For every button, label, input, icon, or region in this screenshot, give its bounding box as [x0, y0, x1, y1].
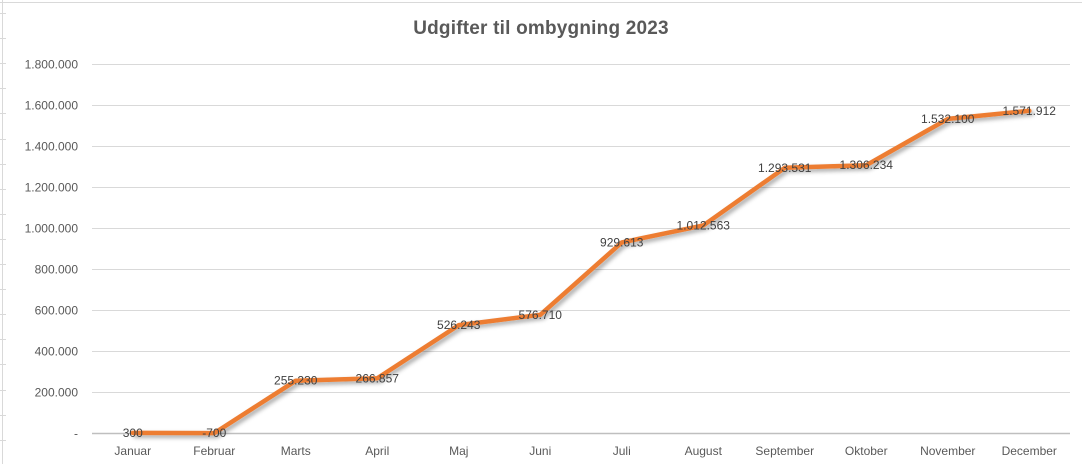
y-axis-label: 800.000: [35, 263, 79, 277]
chart-title: Udgifter til ombygning 2023: [413, 18, 669, 39]
worksheet-row-gridline: [0, 239, 6, 240]
worksheet-row-gridline: [0, 364, 6, 365]
data-label: 526.243: [437, 318, 481, 332]
x-axis-label: Maj: [449, 444, 468, 458]
series-line-group: [130, 108, 1032, 436]
x-axis-label: Marts: [281, 444, 311, 458]
data-label: 1.293.531: [758, 161, 812, 175]
x-axis-label: November: [920, 444, 975, 458]
worksheet-row-gridline: [0, 189, 6, 190]
x-axis-labels-group: Januar Februar Marts April Maj Juni Juli August…: [114, 444, 1057, 458]
y-axis-label: 200.000: [35, 386, 79, 400]
data-label: 1.532.100: [921, 112, 975, 126]
y-axis-label: 1.000.000: [25, 222, 79, 236]
worksheet-row-gridline: [0, 13, 6, 14]
data-label: 300: [123, 426, 143, 440]
x-axis-label: April: [365, 444, 389, 458]
x-axis-label: August: [685, 444, 723, 458]
worksheet-row-gridline: [0, 264, 6, 265]
worksheet-row-gridline: [0, 339, 6, 340]
x-axis-label: September: [755, 444, 814, 458]
worksheet-row-gridline: [0, 113, 6, 114]
x-axis-label: Juli: [613, 444, 631, 458]
worksheet-gridline-left: [2, 0, 3, 464]
y-axis-label: 1.800.000: [25, 58, 79, 72]
y-axis-label: -: [74, 427, 78, 441]
worksheet-row-gridline: [0, 164, 6, 165]
worksheet-row-gridline: [0, 415, 6, 416]
data-label: 929.613: [600, 235, 644, 249]
y-axis-label: 600.000: [35, 304, 79, 318]
data-label: 255.230: [274, 374, 318, 388]
y-axis-label: 400.000: [35, 345, 79, 359]
data-label: 1.306.234: [840, 158, 894, 172]
worksheet-row-gridline: [0, 139, 6, 140]
y-axis-label: 1.200.000: [25, 181, 79, 195]
x-axis-label: Februar: [193, 444, 235, 458]
x-axis-label: Oktober: [845, 444, 888, 458]
worksheet-row-gridline: [0, 314, 6, 315]
gridlines-group: [92, 64, 1070, 435]
data-label: 266.857: [356, 371, 400, 385]
y-axis-label: 1.600.000: [25, 99, 79, 113]
data-label: -700: [202, 426, 226, 440]
worksheet-row-gridline: [0, 440, 6, 441]
x-axis-label: Januar: [114, 444, 151, 458]
worksheet-row-gridline: [0, 38, 6, 39]
data-label: 576.710: [519, 308, 563, 322]
x-axis-label: Juni: [529, 444, 551, 458]
y-axis-labels-group: - 200.000 400.000 600.000 800.000 1.000.000 1.…: [25, 58, 79, 441]
series-line: [130, 108, 1032, 436]
worksheet-row-gridline: [0, 88, 6, 89]
y-axis-label: 1.400.000: [25, 140, 79, 154]
worksheet-row-gridline: [0, 289, 6, 290]
worksheet-row-gridline: [0, 63, 6, 64]
data-label: 1.012.563: [677, 218, 731, 232]
worksheet-row-gridline: [0, 390, 6, 391]
data-labels-group: 300 -700 255.230 266.857 526.243 576.710 929.6…: [123, 104, 1057, 440]
data-label: 1.571.912: [1003, 104, 1057, 118]
x-axis-label: December: [1002, 444, 1057, 458]
worksheet-gridline-top: [0, 2, 1082, 3]
worksheet-row-gridlines: [0, 0, 6, 464]
worksheet-row-gridline: [0, 214, 6, 215]
